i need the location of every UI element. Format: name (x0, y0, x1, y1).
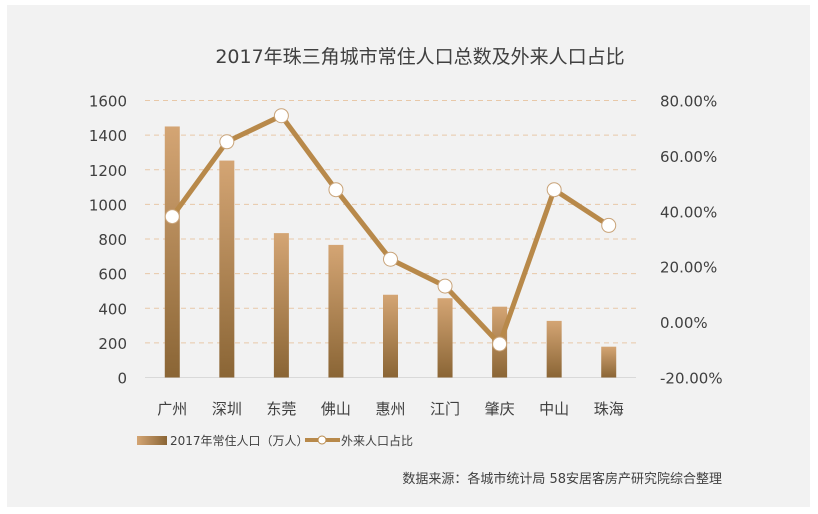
bar-东莞 (273, 233, 289, 378)
line-marker-东莞 (273, 108, 289, 124)
y-left-tick-label: 600 (98, 266, 127, 284)
bar-珠海 (601, 346, 617, 378)
chart-panel (7, 5, 810, 507)
x-tick-label: 珠海 (594, 400, 624, 418)
y-left-tick-label: 1400 (89, 127, 127, 145)
y-right-tick-label: 40.00% (660, 203, 717, 221)
x-tick-label: 肇庆 (485, 400, 515, 418)
y-right-tick-label: 80.00% (660, 93, 717, 111)
bar-深圳 (219, 160, 235, 378)
x-tick-label: 惠州 (375, 400, 405, 418)
chart-title: 2017年珠三角城市常住人口总数及外来人口占比 (215, 46, 624, 68)
legend-bar-swatch (137, 436, 167, 445)
line-marker-深圳 (219, 134, 235, 150)
x-tick-label: 深圳 (212, 400, 242, 418)
x-tick-label: 江门 (430, 400, 460, 418)
line-marker-惠州 (383, 251, 398, 267)
source-note: 数据来源：各城市统计局 58安居客房产研究院综合整理 (402, 471, 722, 487)
line-marker-广州 (164, 209, 180, 225)
x-tick-label: 东莞 (266, 400, 296, 418)
y-right-tick-label: 20.00% (660, 259, 717, 277)
y-left-tick-label: 1600 (89, 93, 127, 111)
x-tick-label: 中山 (539, 400, 569, 418)
y-right-tick-label: -20.00% (660, 370, 723, 388)
bar-佛山 (328, 244, 344, 378)
y-left-tick-label: 200 (98, 335, 127, 353)
x-tick-label: 佛山 (321, 400, 351, 418)
line-marker-佛山 (328, 182, 344, 198)
y-left-tick-label: 1200 (89, 162, 127, 180)
line-marker-中山 (546, 182, 562, 198)
bar-惠州 (383, 294, 398, 378)
y-left-tick-label: 1000 (89, 196, 127, 214)
legend-line-marker (317, 435, 327, 445)
y-left-tick-label: 400 (98, 300, 127, 318)
bar-中山 (546, 320, 562, 378)
y-left-tick-label: 0 (117, 370, 127, 388)
line-marker-肇庆 (492, 336, 508, 352)
legend: 2017年常住人口（万人） 外来人口占比 (137, 433, 413, 448)
bar-江门 (437, 298, 453, 378)
line-marker-珠海 (601, 217, 617, 233)
legend-bar-label: 2017年常住人口（万人） (170, 434, 309, 448)
line-marker-江门 (437, 278, 453, 294)
y-right-tick-label: 0.00% (660, 314, 708, 332)
y-right-tick-label: 60.00% (660, 148, 717, 166)
bar-广州 (164, 126, 180, 378)
y-left-tick-label: 800 (98, 231, 127, 249)
legend-line-label: 外来人口占比 (341, 433, 413, 448)
x-tick-label: 广州 (157, 400, 187, 418)
